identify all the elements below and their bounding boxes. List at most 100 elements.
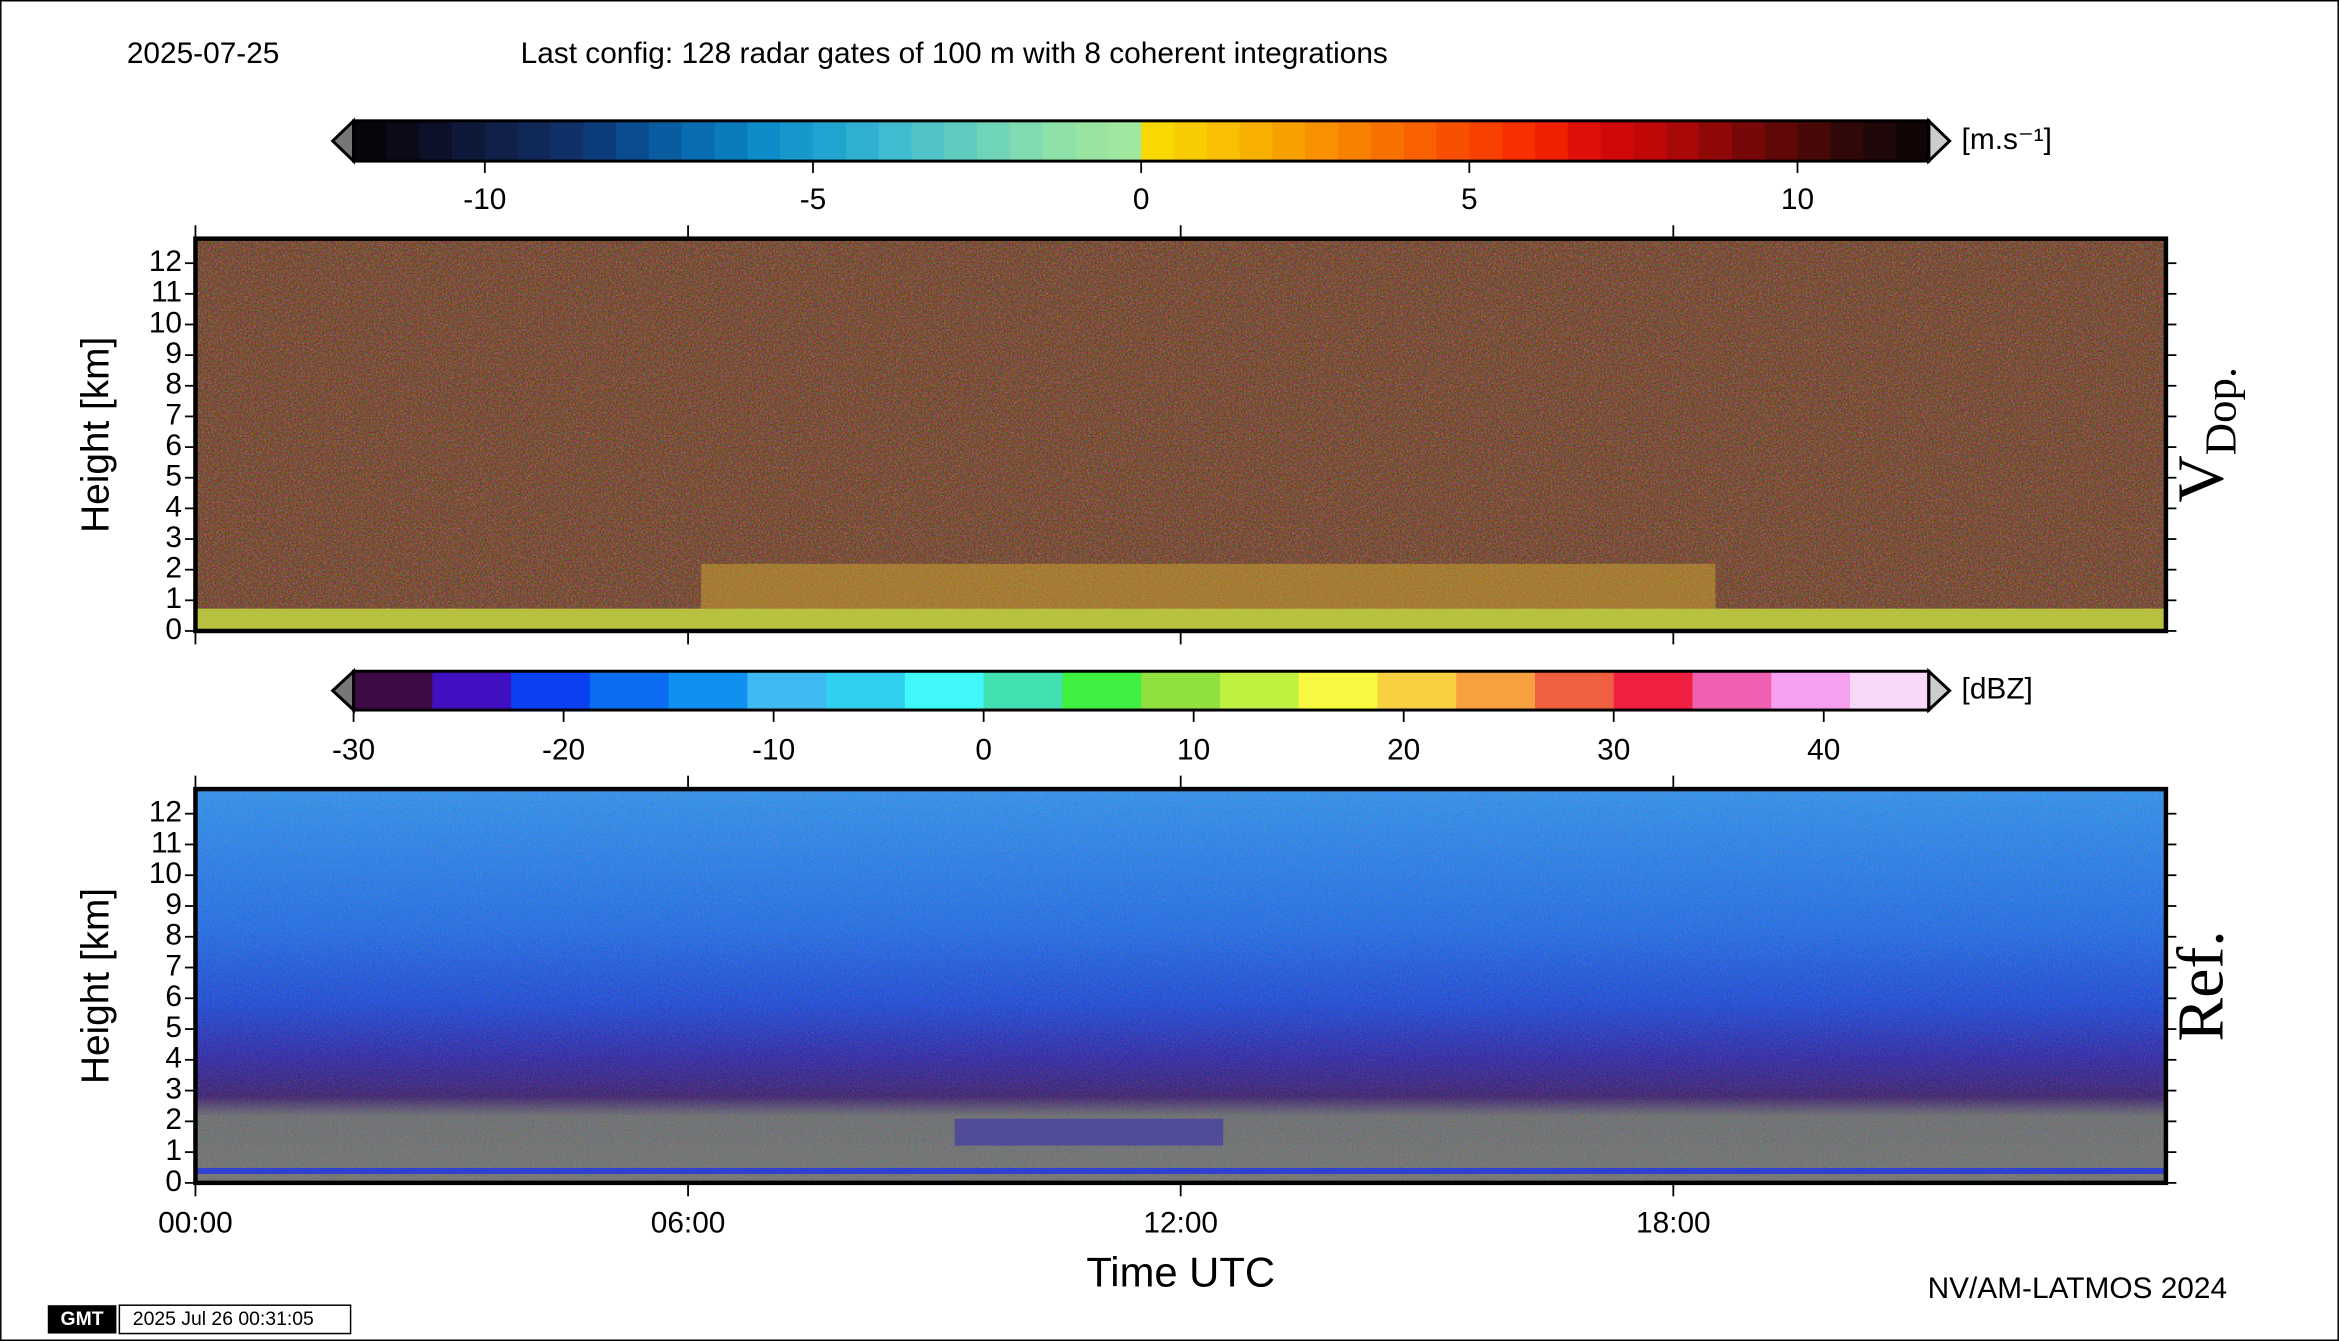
colorbar-swatch <box>1731 120 1766 162</box>
y-tick-label: 5 <box>165 1011 182 1044</box>
colorbar-swatch <box>826 671 906 711</box>
colorbar-swatch <box>1456 671 1536 711</box>
y-tick-label: 9 <box>165 337 182 370</box>
credit: NV/AM-LATMOS 2024 <box>1928 1272 2227 1305</box>
colorbar-tick-label: -5 <box>800 183 827 216</box>
colorbar-tick-label: 0 <box>975 734 992 767</box>
y-tick-label: 8 <box>165 919 182 952</box>
y-tick-label: 5 <box>165 460 182 493</box>
logo-box <box>47 1305 117 1334</box>
x-tick-label: 18:00 <box>1636 1207 1711 1240</box>
y-tick-label: 2 <box>165 552 182 585</box>
y-tick-label: 2 <box>165 1103 182 1136</box>
y-tick-label: 6 <box>165 980 182 1013</box>
colorbar-frame <box>352 669 1931 712</box>
colorbar-swatch <box>583 120 617 162</box>
y-tick-label: 11 <box>151 826 182 859</box>
colorbar-swatch <box>1272 120 1306 162</box>
panel-label: VDop. <box>2166 367 2246 503</box>
colorbar-swatch <box>1895 120 1930 162</box>
colorbar-swatch <box>616 120 650 162</box>
colorbar-swatch <box>1692 671 1772 711</box>
y-tick-label: 7 <box>165 398 182 431</box>
colorbar-swatch <box>432 671 512 711</box>
colorbar-swatch <box>1298 671 1379 711</box>
x-tick-label: 00:00 <box>158 1207 233 1240</box>
y-tick-label: 4 <box>165 1042 182 1075</box>
colorbar-swatch <box>452 120 486 162</box>
x-tick-label: 06:00 <box>651 1207 726 1240</box>
x-tick-label: 12:00 <box>1143 1207 1218 1240</box>
colorbar-swatch <box>911 120 945 162</box>
colorbar-swatch <box>944 120 978 162</box>
date: 2025-07-25 <box>127 37 280 70</box>
colorbar-under <box>330 117 356 165</box>
colorbar-swatch <box>1108 120 1142 162</box>
y-axis-label: Height [km] <box>75 337 118 533</box>
y-tick-label: 7 <box>165 949 182 982</box>
colorbar-swatch <box>1771 671 1851 711</box>
colorbar-swatch <box>1469 120 1503 162</box>
timestamp-box <box>118 1304 352 1335</box>
colorbar-swatch <box>1173 120 1208 162</box>
colorbar-tick-label: 0 <box>1133 183 1150 216</box>
y-tick-label: 0 <box>165 613 182 646</box>
colorbar-swatch <box>353 120 387 162</box>
colorbar-swatch <box>484 120 519 162</box>
colorbar-swatch <box>845 120 880 162</box>
colorbar-swatch <box>983 671 1063 711</box>
colorbar-swatch <box>1666 120 1700 162</box>
colorbar-swatch <box>747 120 781 162</box>
y-tick-label: 1 <box>165 1134 182 1167</box>
colorbar-tick-label: 5 <box>1461 183 1478 216</box>
colorbar-swatch <box>1436 120 1470 162</box>
colorbar-swatch <box>904 671 985 711</box>
colorbar-over <box>1927 667 1952 714</box>
ref-image <box>195 789 2166 1183</box>
colorbar-over <box>1927 117 1952 165</box>
colorbar-swatch <box>648 120 683 162</box>
colorbar-swatch <box>668 671 748 711</box>
colorbar-swatch <box>1764 120 1799 162</box>
colorbar-swatch <box>1403 120 1438 162</box>
colorbar-tick-label: 40 <box>1807 734 1840 767</box>
colorbar-tick-label: -10 <box>463 183 506 216</box>
colorbar-swatch <box>1239 120 1274 162</box>
colorbar-swatch <box>353 671 433 711</box>
panel-label-main: Ref. <box>2166 930 2238 1041</box>
panel-label: Ref. <box>2166 930 2238 1041</box>
y-tick-label: 9 <box>165 888 182 921</box>
colorbar-swatch <box>511 671 591 711</box>
y-tick-label: 6 <box>165 429 182 462</box>
colorbar-swatch <box>714 120 748 162</box>
colorbar-swatch <box>1613 671 1694 711</box>
colorbar-swatch <box>1534 671 1615 711</box>
y-tick-label: 0 <box>165 1165 182 1198</box>
y-tick-label: 8 <box>165 368 182 401</box>
y-tick-label: 12 <box>149 245 182 278</box>
colorbar-swatch <box>1141 120 1175 162</box>
colorbar-swatch <box>1009 120 1044 162</box>
y-tick-label: 3 <box>165 1072 182 1105</box>
vdop-image <box>195 238 2166 631</box>
colorbar-swatch <box>977 120 1011 162</box>
y-tick-label: 12 <box>149 796 182 829</box>
colorbar-swatch <box>1699 120 1733 162</box>
colorbar-tick-label: 30 <box>1597 734 1630 767</box>
colorbar-label: [dBZ] <box>1962 673 2033 706</box>
colorbar-swatch <box>1338 120 1372 162</box>
colorbar-swatch <box>1830 120 1864 162</box>
colorbar-swatch <box>589 671 670 711</box>
colorbar-swatch <box>1633 120 1667 162</box>
colorbar-swatch <box>386 120 420 162</box>
colorbar-swatch <box>1075 120 1109 162</box>
timestamp: 2025 Jul 26 00:31:05 <box>133 1308 314 1330</box>
colorbar-tick-label: 20 <box>1387 734 1420 767</box>
colorbar-swatch <box>1797 120 1831 162</box>
config: Last config: 128 radar gates of 100 m wi… <box>521 37 1388 70</box>
colorbar-swatch <box>517 120 552 162</box>
y-axis-label: Height [km] <box>75 888 118 1084</box>
colorbar-swatch <box>550 120 584 162</box>
